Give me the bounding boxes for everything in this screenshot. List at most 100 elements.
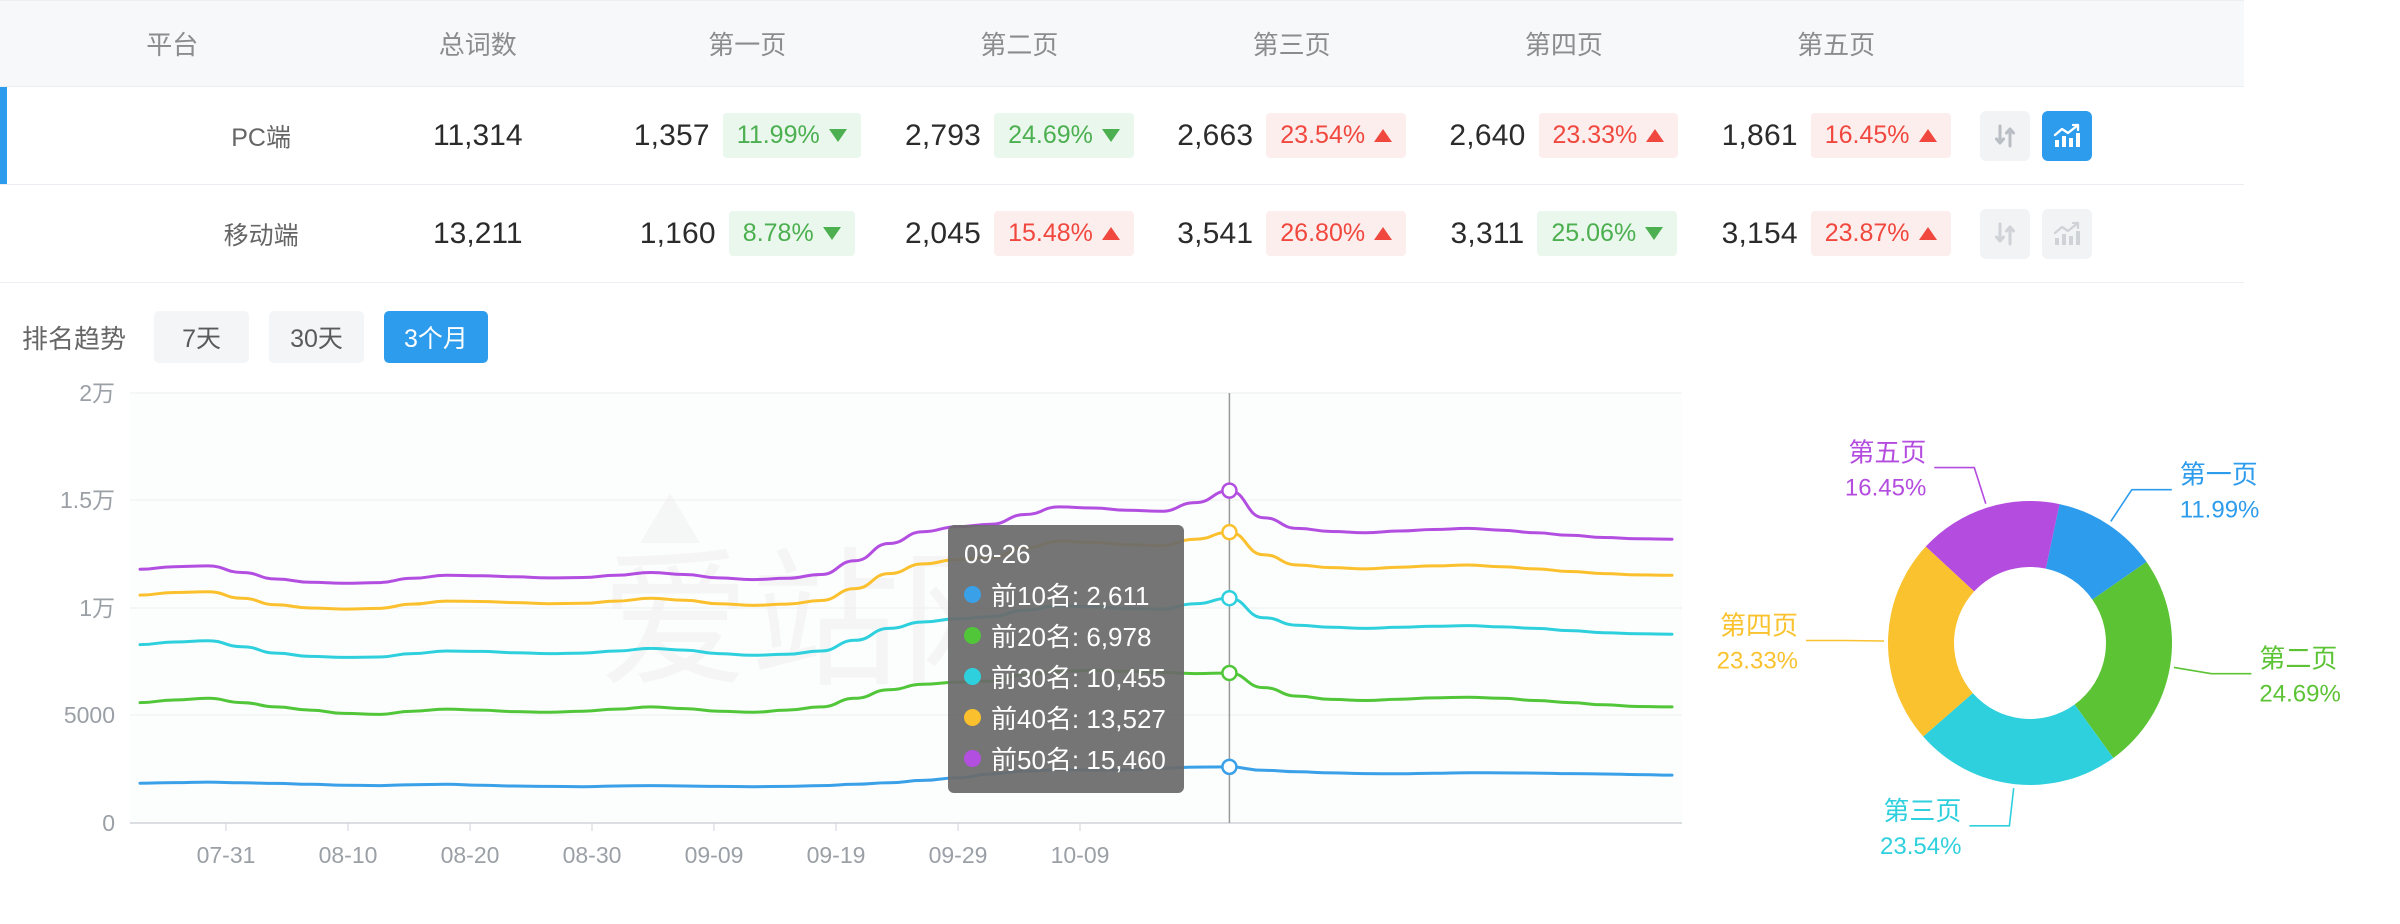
tooltip-row: 前10名: 2,611 — [964, 576, 1166, 613]
tooltip-row: 前50名: 15,460 — [964, 740, 1166, 777]
donut-slice-label: 第二页 — [2259, 644, 2337, 674]
cell-page-4: 2,640 23.33% — [1427, 86, 1700, 185]
donut-slice-value: 24.69% — [2259, 681, 2340, 708]
svg-text:09-29: 09-29 — [929, 842, 988, 868]
cell-actions — [1972, 86, 2245, 185]
page-change-value: 16.45% — [1824, 121, 1910, 149]
col-total[interactable]: 总词数 — [344, 0, 612, 87]
page-count: 2,045 — [904, 216, 982, 250]
col-page-1[interactable]: 第一页 — [611, 0, 884, 87]
col-page-5[interactable]: 第五页 — [1699, 0, 1973, 87]
cell-total-keywords: 11,314 — [344, 86, 612, 185]
page-change-badge: 15.48% — [994, 211, 1134, 256]
triangle-up-icon — [1374, 129, 1393, 142]
sort-icon — [1995, 124, 2016, 147]
svg-text:08-20: 08-20 — [441, 842, 500, 868]
donut-slice-label: 第三页 — [1883, 796, 1961, 826]
hover-marker — [1221, 523, 1238, 541]
col-page-3[interactable]: 第三页 — [1155, 0, 1428, 87]
triangle-up-icon — [1646, 129, 1665, 142]
hover-marker — [1221, 758, 1238, 776]
donut-slice-label: 第五页 — [1848, 438, 1926, 468]
chart-icon — [2054, 123, 2081, 147]
range-7d-button[interactable]: 7天 — [154, 311, 250, 363]
svg-text:07-31: 07-31 — [197, 842, 256, 868]
hover-marker — [1221, 482, 1238, 499]
page-count: 2,793 — [904, 118, 982, 152]
triangle-down-icon — [1101, 129, 1120, 142]
cell-platform: 移动端 — [177, 184, 345, 283]
donut-slice-value: 23.33% — [1717, 647, 1798, 674]
tooltip-label: 前10名: 2,611 — [991, 581, 1150, 611]
triangle-down-icon — [828, 129, 847, 142]
page-distribution-donut-chart[interactable]: 第一页 11.99% 第二页 24.69% 第三页 23.54% 第四页 23.33% 第五页 1… — [1700, 373, 2400, 924]
sort-button[interactable] — [1980, 208, 2031, 259]
sort-button[interactable] — [1980, 110, 2031, 161]
triangle-up-icon — [1374, 227, 1393, 240]
hover-markers — [1221, 482, 1238, 776]
cell-page-2: 2,793 24.69% — [883, 86, 1156, 185]
cell-total-keywords: 13,211 — [344, 184, 612, 283]
triangle-up-icon — [1918, 227, 1937, 240]
donut-callout-line — [1806, 639, 1885, 642]
donut-callout-line — [1969, 788, 2015, 827]
svg-text:09-19: 09-19 — [807, 842, 866, 868]
col-platform[interactable]: 平台 — [0, 0, 345, 87]
table-body: PC端 11,314 1,357 11.99% 2,793 — [0, 86, 2400, 283]
page-change-badge: 23.87% — [1810, 211, 1951, 256]
page-change-badge: 23.33% — [1538, 113, 1679, 158]
donut-slice[interactable] — [1888, 546, 1975, 737]
range-30d-button[interactable]: 30天 — [269, 311, 365, 363]
hover-marker — [1221, 664, 1238, 682]
page-count: 2,663 — [1177, 118, 1254, 152]
page-change-badge: 26.80% — [1266, 211, 1407, 256]
cell-page-3: 3,541 26.80% — [1155, 184, 1428, 283]
page-change-value: 23.54% — [1280, 121, 1366, 149]
x-axis-labels: 07-31 08-10 08-20 08-30 09-09 09-19 09-2… — [197, 823, 1110, 868]
tooltip-row: 前40名: 13,527 — [964, 699, 1166, 736]
trend-title: 排名趋势 — [22, 323, 127, 354]
table-row[interactable]: 移动端 13,211 1,160 8.78% 2,045 — [0, 184, 2400, 283]
cell-page-4: 3,311 25.06% — [1427, 184, 1700, 283]
trend-chart-button[interactable] — [2042, 208, 2093, 259]
donut-slice[interactable] — [1923, 693, 2114, 786]
tooltip-row: 前30名: 10,455 — [964, 658, 1166, 695]
trend-chart-button[interactable] — [2042, 110, 2093, 161]
line-series — [138, 765, 1674, 789]
svg-text:10-09: 10-09 — [1051, 842, 1110, 868]
page-change-value: 23.33% — [1552, 121, 1638, 149]
cell-page-2: 2,045 15.48% — [883, 184, 1156, 283]
cell-page-1: 1,160 8.78% — [611, 184, 884, 283]
range-3m-button[interactable]: 3个月 — [384, 311, 488, 363]
page-change-badge: 16.45% — [1810, 113, 1951, 158]
donut-slice[interactable] — [2045, 504, 2147, 600]
svg-text:1.5万: 1.5万 — [60, 487, 115, 513]
table-row[interactable]: PC端 11,314 1,357 11.99% 2,793 — [0, 86, 2400, 185]
tooltip-color-dot — [964, 586, 981, 603]
line-series — [138, 530, 1674, 611]
col-page-2[interactable]: 第二页 — [883, 0, 1156, 87]
svg-text:0: 0 — [102, 810, 115, 836]
row-selected-indicator — [0, 86, 178, 185]
page-change-value: 26.80% — [1280, 219, 1366, 247]
col-page-4[interactable]: 第四页 — [1427, 0, 1700, 87]
donut-slice[interactable] — [2074, 561, 2172, 758]
platform-rank-table: 平台 总词数 第一页 第二页 第三页 第四页 第五页 PC端 11,314 — [0, 0, 2400, 283]
donut-slice[interactable] — [1925, 500, 2060, 592]
cell-actions — [1972, 184, 2245, 283]
rank-trend-line-chart[interactable]: 爱站网 2万 1.5万 1万 5000 0 — [0, 373, 1700, 924]
page-change-value: 15.48% — [1008, 219, 1093, 247]
table-header: 平台 总词数 第一页 第二页 第三页 第四页 第五页 — [0, 0, 2400, 87]
tooltip-color-dot — [964, 627, 981, 644]
line-series — [138, 489, 1674, 585]
triangle-down-icon — [1645, 227, 1664, 240]
donut-slice-value: 11.99% — [2180, 497, 2260, 524]
tooltip-label: 前30名: 10,455 — [991, 663, 1166, 693]
tooltip-color-dot — [964, 750, 981, 767]
donut-callout-labels: 第一页 11.99% 第二页 24.69% 第三页 23.54% 第四页 23.33% 第五页 1… — [1717, 438, 2341, 860]
page-change-badge: 11.99% — [722, 113, 861, 158]
page-change-value: 25.06% — [1551, 219, 1637, 247]
charts-area: 爱站网 2万 1.5万 1万 5000 0 — [0, 373, 2400, 924]
svg-text:5000: 5000 — [64, 702, 115, 728]
triangle-down-icon — [822, 227, 841, 240]
